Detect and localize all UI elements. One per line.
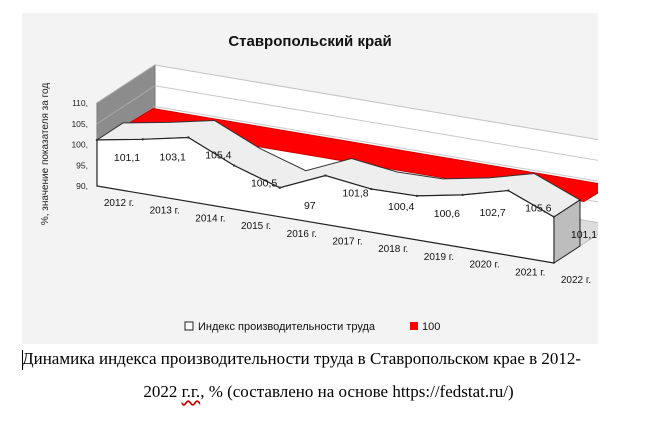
data-point bbox=[507, 189, 510, 192]
caption-spellcheck-word: г.г. bbox=[181, 382, 201, 401]
text-cursor bbox=[22, 350, 23, 370]
figure-caption-line2: 2022 г.г., % (составлено на основе https… bbox=[0, 382, 657, 402]
data-point bbox=[370, 187, 373, 191]
x-tick-label: 2015 г. bbox=[241, 221, 271, 232]
y-tick-label: 105, bbox=[71, 119, 88, 129]
data-point bbox=[232, 164, 236, 167]
gridline bbox=[154, 64, 598, 141]
caption-text: , % (составлено на основе https://fedsta… bbox=[200, 382, 514, 401]
chart-marks bbox=[95, 107, 598, 264]
data-label: 97 bbox=[304, 200, 316, 212]
data-label: 101,8 bbox=[342, 188, 368, 200]
x-tick-label: 2018 г. bbox=[378, 244, 408, 255]
gridline bbox=[96, 64, 156, 104]
chart-area: 101,1 103,1 105,4 100,5 97 101,8 100,4 100,6 102… bbox=[22, 13, 598, 344]
data-label: 100,6 bbox=[434, 208, 460, 220]
data-label: 101,1 bbox=[114, 152, 140, 164]
data-label: 100,4 bbox=[388, 201, 414, 213]
data-point bbox=[95, 138, 99, 142]
x-tick-label: 2020 г. bbox=[469, 260, 499, 271]
chart-legend: Индекс производительности труда 100 bbox=[184, 321, 440, 333]
data-point bbox=[324, 174, 327, 177]
data-point bbox=[461, 193, 464, 197]
y-axis-label: %, значение показателя за год bbox=[40, 83, 51, 225]
x-tick-label: 2013 г. bbox=[150, 206, 180, 217]
x-tick-label: 2014 г. bbox=[195, 213, 225, 224]
legend-label-index: Индекс производительности труда bbox=[198, 321, 376, 333]
data-point bbox=[141, 138, 144, 141]
x-tick-label: 2012 г. bbox=[104, 198, 134, 209]
y-tick-label: 90, bbox=[76, 181, 88, 191]
figure-caption-line1: Динамика индекса производительности труд… bbox=[22, 349, 582, 368]
gridline bbox=[154, 85, 598, 161]
chart-title: Ставропольский край bbox=[228, 33, 391, 50]
data-label: 105,4 bbox=[205, 149, 231, 161]
area-chart-3d: 101,1 103,1 105,4 100,5 97 101,8 100,4 100,6 102… bbox=[40, 33, 598, 333]
legend-label-100: 100 bbox=[422, 321, 440, 333]
data-label: 103,1 bbox=[160, 151, 186, 163]
gridline bbox=[96, 85, 156, 125]
x-tick-label: 2017 г. bbox=[332, 237, 362, 248]
data-label: 105,6 bbox=[525, 203, 551, 215]
gridline bbox=[154, 106, 598, 182]
series-end-cap bbox=[553, 199, 581, 264]
data-point bbox=[278, 186, 281, 189]
data-label: 100,5 bbox=[251, 178, 277, 190]
x-tick-label: 2022 г. bbox=[561, 275, 591, 286]
data-label: 102,7 bbox=[479, 207, 505, 219]
y-tick-label: 95, bbox=[76, 160, 88, 170]
chart-labels: 101,1 103,1 105,4 100,5 97 101,8 100,4 100,6 102… bbox=[71, 98, 597, 286]
data-point bbox=[415, 194, 419, 198]
data-point bbox=[187, 136, 190, 139]
y-tick-label: 100, bbox=[71, 140, 88, 150]
x-tick-label: 2021 г. bbox=[515, 267, 545, 278]
x-tick-label: 2019 г. bbox=[424, 252, 454, 263]
x-tick-label: 2016 г. bbox=[287, 229, 317, 240]
y-tick-label: 110, bbox=[72, 98, 88, 108]
data-label: 101,1 bbox=[571, 229, 597, 241]
caption-text: 2022 bbox=[143, 382, 182, 401]
legend-swatch-100 bbox=[410, 322, 418, 330]
legend-swatch-index bbox=[184, 321, 194, 331]
